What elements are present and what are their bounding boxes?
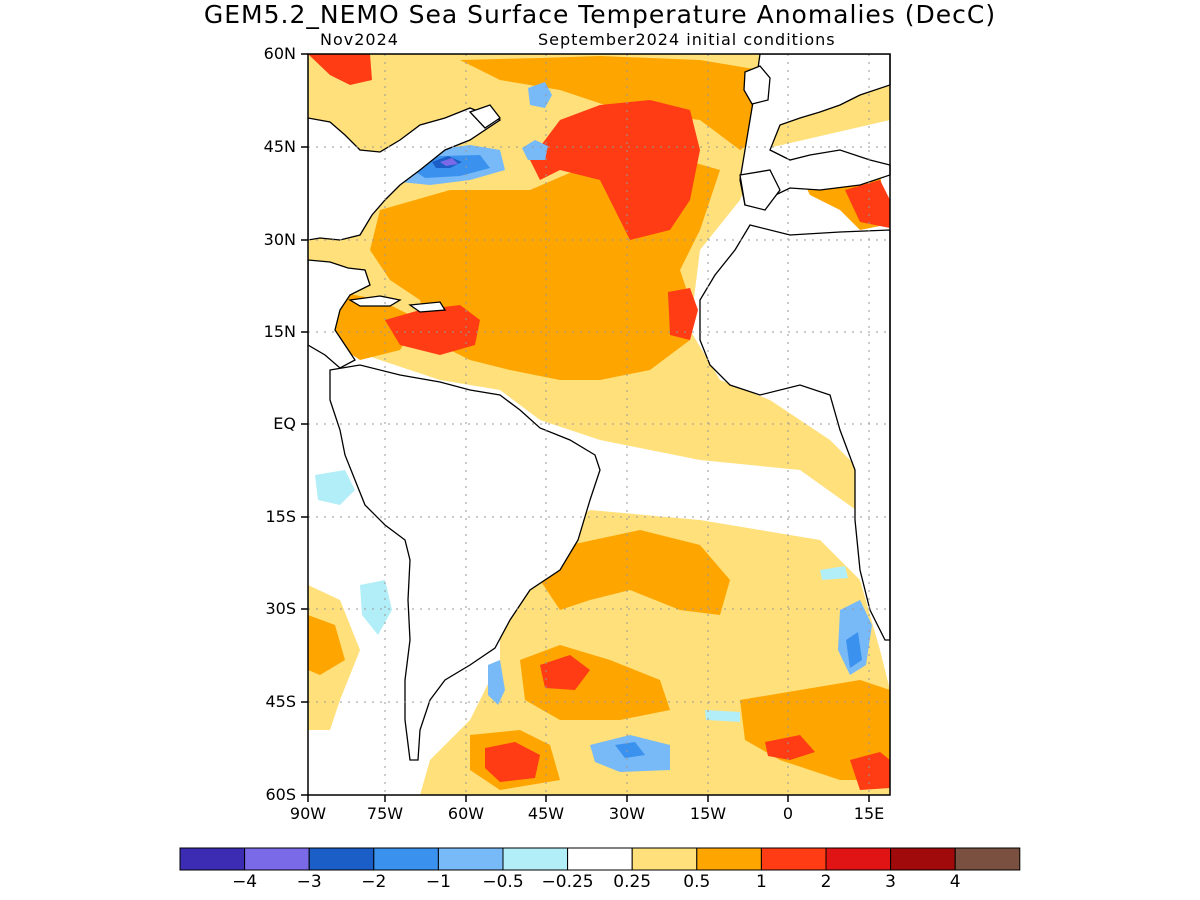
colorbar bbox=[179, 847, 1021, 871]
lon-label: 45W bbox=[527, 804, 565, 823]
colorbar-swatch bbox=[954, 847, 1021, 871]
colorbar-swatch bbox=[567, 847, 633, 871]
lon-label: 75W bbox=[366, 804, 404, 823]
axis-ticks bbox=[301, 53, 870, 802]
lon-label: 90W bbox=[289, 804, 327, 823]
lat-label: 45N bbox=[263, 137, 296, 156]
colorbar-swatch bbox=[760, 847, 827, 871]
colorbar-swatch bbox=[890, 847, 956, 871]
colorbar-swatch bbox=[308, 847, 375, 871]
colorbar-label: 0.5 bbox=[683, 872, 711, 892]
colorbar-label: −1 bbox=[425, 872, 451, 892]
lon-label: 30W bbox=[608, 804, 646, 823]
lat-label: 30S bbox=[265, 599, 296, 618]
lat-label: 45S bbox=[265, 692, 296, 711]
colorbar-label: −0.25 bbox=[541, 872, 594, 892]
colorbar-swatch bbox=[825, 847, 892, 871]
colorbar-swatch bbox=[502, 847, 569, 871]
colorbar-label: −4 bbox=[232, 872, 258, 892]
colorbar-label: −3 bbox=[296, 872, 322, 892]
colorbar-swatch bbox=[373, 847, 439, 871]
lat-label: 15S bbox=[265, 507, 296, 526]
lat-label: EQ bbox=[273, 414, 296, 433]
lon-label: 60W bbox=[447, 804, 485, 823]
colorbar-label: 2 bbox=[820, 872, 832, 892]
colorbar-label: 0.25 bbox=[613, 872, 652, 892]
colorbar-swatch bbox=[179, 847, 246, 871]
initial-conditions-label: September2024 initial conditions bbox=[538, 30, 836, 49]
colorbar-label: 1 bbox=[755, 872, 767, 892]
lat-label: 15N bbox=[263, 322, 296, 341]
lat-label: 30N bbox=[263, 230, 296, 249]
forecast-month: Nov2024 bbox=[320, 30, 399, 49]
lat-label: 60S bbox=[265, 785, 296, 804]
colorbar-label: −2 bbox=[361, 872, 387, 892]
lon-label: 0 bbox=[782, 804, 794, 823]
land-masses bbox=[308, 54, 891, 761]
lon-label: 15W bbox=[689, 804, 727, 823]
map-title: GEM5.2_NEMO Sea Surface Temperature Anom… bbox=[203, 0, 997, 29]
colorbar-label: 4 bbox=[949, 872, 961, 892]
lat-label: 60N bbox=[263, 44, 296, 63]
colorbar-swatch bbox=[244, 847, 310, 871]
graticule bbox=[308, 54, 890, 795]
colorbar-swatch bbox=[696, 847, 762, 871]
lon-label: 15E bbox=[853, 804, 885, 823]
colorbar-swatch bbox=[631, 847, 698, 871]
colorbar-label: 3 bbox=[885, 872, 896, 892]
colorbar-swatch bbox=[437, 847, 504, 871]
colorbar-label: −0.5 bbox=[482, 872, 524, 892]
